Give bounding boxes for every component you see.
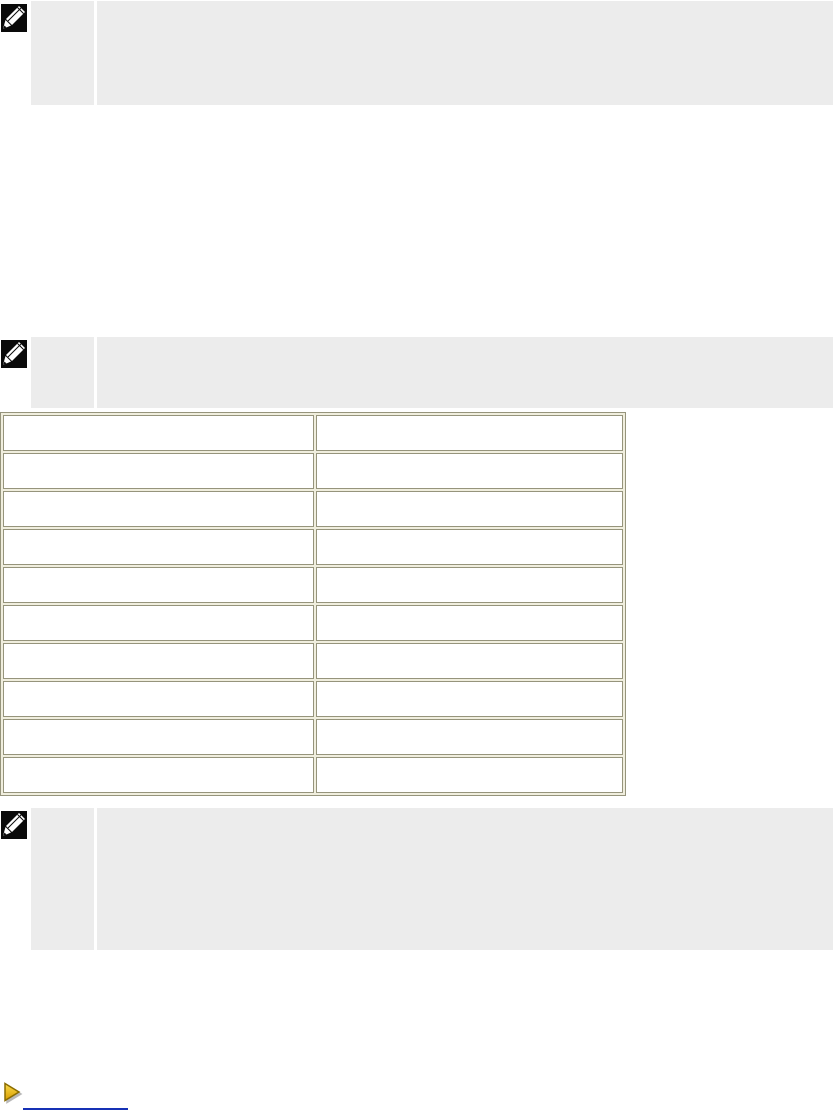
note-label bbox=[31, 1, 94, 105]
table-cell bbox=[316, 643, 623, 679]
table-cell bbox=[3, 719, 314, 755]
table-cell bbox=[3, 757, 314, 793]
table-cell bbox=[316, 605, 623, 641]
note-pencil-icon bbox=[1, 4, 27, 32]
table-row bbox=[3, 491, 623, 527]
table-cell bbox=[3, 415, 314, 451]
footer-link-row bbox=[3, 1082, 833, 1110]
table-row bbox=[3, 719, 623, 755]
table-cell bbox=[316, 567, 623, 603]
table-cell bbox=[316, 491, 623, 527]
table-row bbox=[3, 681, 623, 717]
table-cell bbox=[3, 567, 314, 603]
table-cell bbox=[316, 529, 623, 565]
note-box bbox=[0, 808, 833, 950]
table-cell bbox=[3, 453, 314, 489]
table-row bbox=[3, 757, 623, 793]
note-pencil-icon bbox=[1, 340, 27, 368]
note-text bbox=[97, 337, 833, 408]
note-label bbox=[31, 808, 94, 950]
note-icon-cell bbox=[0, 1, 29, 105]
table-cell bbox=[3, 643, 314, 679]
table-cell bbox=[316, 681, 623, 717]
table-row bbox=[3, 453, 623, 489]
table-cell bbox=[3, 605, 314, 641]
table-row bbox=[3, 415, 623, 451]
table-cell bbox=[3, 681, 314, 717]
note-box bbox=[0, 1, 833, 105]
note-box bbox=[0, 337, 833, 408]
note-text bbox=[97, 808, 833, 950]
gold-right-arrow-icon bbox=[3, 1082, 22, 1103]
table-cell bbox=[316, 453, 623, 489]
table-row bbox=[3, 529, 623, 565]
back-to-contents-link[interactable] bbox=[23, 1107, 128, 1110]
note-text bbox=[97, 1, 833, 105]
table-cell bbox=[3, 491, 314, 527]
table-cell bbox=[3, 529, 314, 565]
note-icon-cell bbox=[0, 808, 29, 950]
table-cell bbox=[316, 719, 623, 755]
table-row bbox=[3, 643, 623, 679]
table-cell bbox=[316, 757, 623, 793]
note-label bbox=[31, 337, 94, 408]
note-icon-cell bbox=[0, 337, 29, 408]
spec-table bbox=[0, 412, 626, 796]
table-cell bbox=[316, 415, 623, 451]
table-row bbox=[3, 605, 623, 641]
table-row bbox=[3, 567, 623, 603]
note-pencil-icon bbox=[1, 811, 27, 839]
